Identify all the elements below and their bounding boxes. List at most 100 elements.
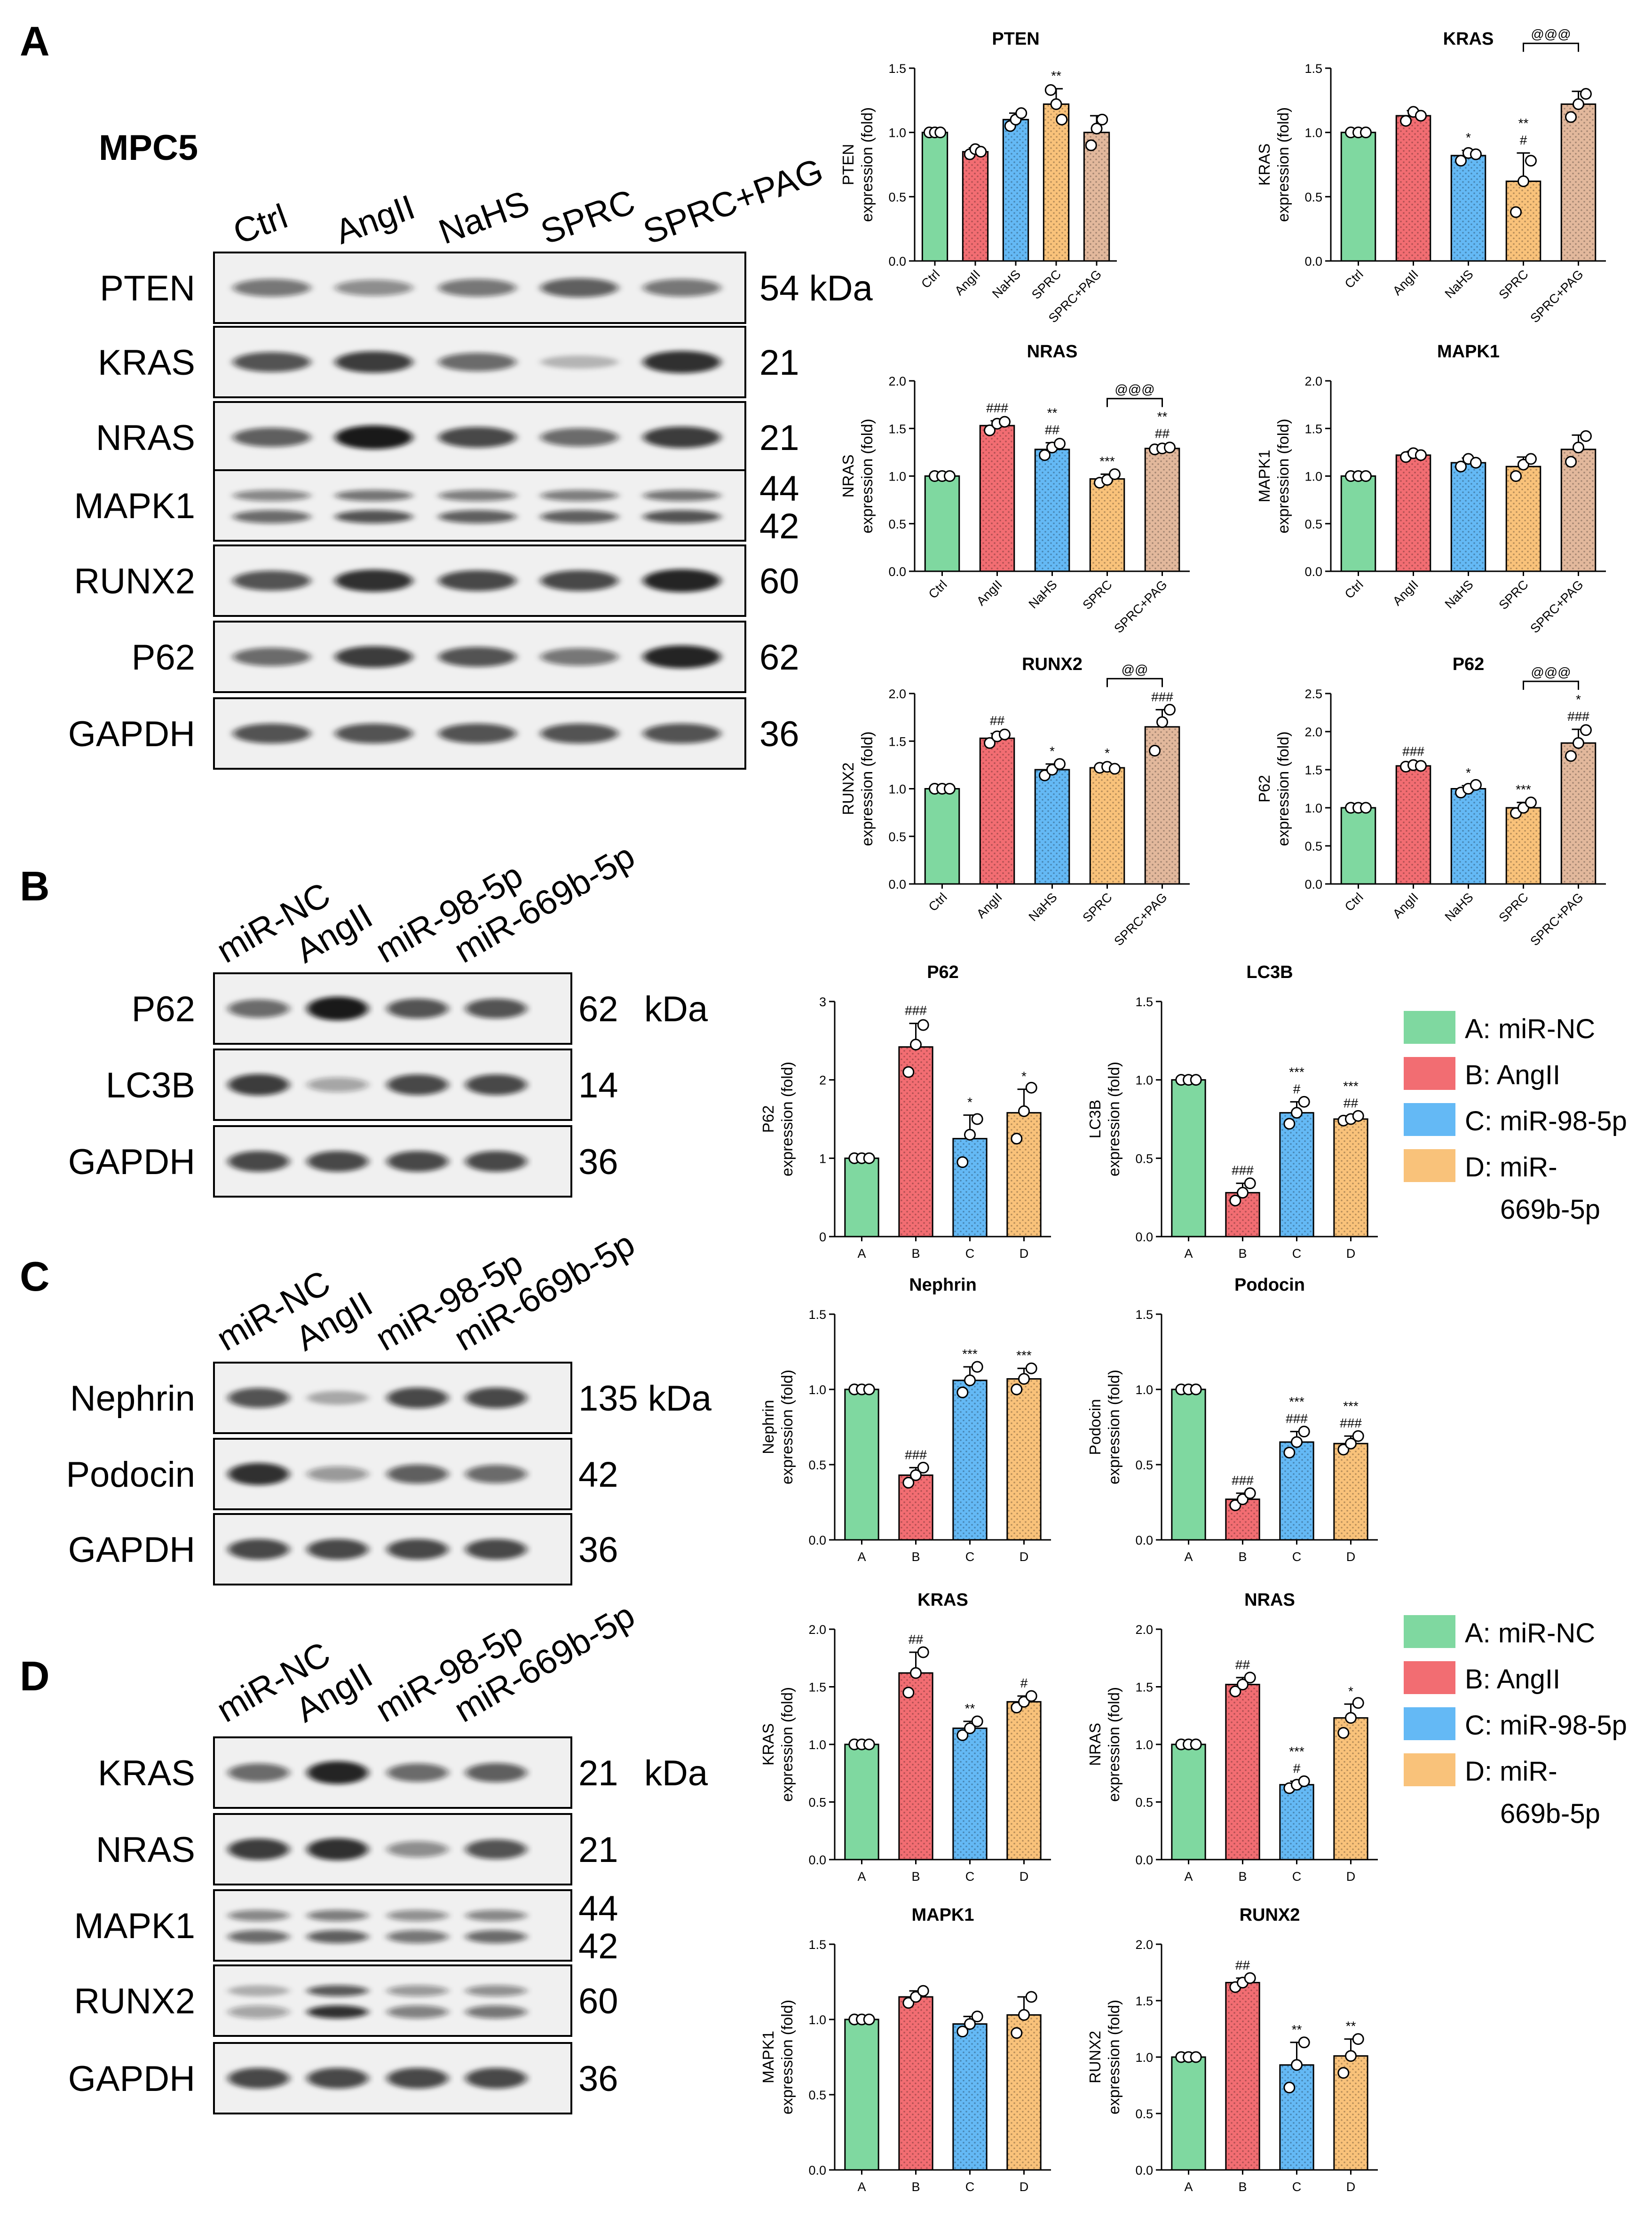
x-tick-label: AngII <box>952 267 983 298</box>
band <box>233 279 311 297</box>
data-point <box>1229 1685 1241 1697</box>
x-tick-label: SPRC+PAG <box>1527 267 1586 325</box>
significance-label: ### <box>1402 744 1424 759</box>
lane-label: NaHS <box>434 183 534 252</box>
significance-label: ** <box>965 1701 975 1716</box>
data-point <box>1283 1446 1296 1459</box>
band <box>643 510 721 523</box>
band <box>466 1539 527 1560</box>
data-point <box>1291 1107 1303 1119</box>
x-tick-label: D <box>1020 1869 1029 1884</box>
band <box>307 1838 368 1861</box>
y-tick-label: 1.5 <box>888 62 906 76</box>
data-point <box>1345 1712 1357 1724</box>
band <box>228 1074 289 1096</box>
x-tick-label: D <box>1020 2180 1029 2194</box>
bar-texture <box>1561 104 1596 261</box>
data-point <box>902 1476 915 1489</box>
x-tick-label: C <box>965 2180 975 2194</box>
band <box>307 1985 368 1996</box>
significance-label: * <box>967 1095 972 1110</box>
blot-membrane <box>213 1889 572 1962</box>
legend-label-b: B: AngII <box>1465 1060 1560 1090</box>
legend-swatch-b <box>1404 1661 1455 1694</box>
kda-label: 60 <box>578 1981 618 2021</box>
lane-label: Ctrl <box>228 197 292 252</box>
bracket-label: @@@ <box>1531 665 1571 679</box>
bar-texture <box>1225 1684 1260 1860</box>
significance-label: ## <box>909 1632 924 1647</box>
bar-texture <box>1007 2015 1041 2170</box>
y-tick-label: 2.0 <box>1135 1623 1153 1637</box>
band <box>466 1910 527 1921</box>
data-point <box>1244 1672 1256 1684</box>
band <box>335 351 413 373</box>
y-axis-label: expression (fold) <box>778 2000 796 2114</box>
data-point <box>1400 115 1412 127</box>
data-point <box>1237 1187 1249 1199</box>
y-tick-label: 1.5 <box>808 1308 826 1322</box>
y-tick-label: 0.0 <box>1304 565 1322 579</box>
bar-texture <box>1035 449 1069 571</box>
band <box>438 427 516 448</box>
data-point <box>1345 1437 1357 1450</box>
band <box>466 2068 527 2089</box>
y-tick-label: 1.5 <box>1135 1994 1153 2008</box>
bar <box>844 2019 879 2171</box>
significance-label: ### <box>905 1003 927 1018</box>
data-point <box>917 1019 929 1031</box>
protein-label: LC3B <box>106 1065 195 1105</box>
kda-label: 135 kDa <box>578 1379 712 1419</box>
band <box>643 569 721 592</box>
x-tick-label: AngII <box>1390 267 1421 298</box>
band <box>540 510 618 523</box>
data-point <box>1415 449 1427 461</box>
significance-label: ** <box>1051 69 1061 83</box>
kda-label: 44 <box>578 1889 618 1929</box>
y-axis-label: expression (fold) <box>858 107 876 222</box>
significance-label: *** <box>1099 454 1115 468</box>
data-point <box>1337 2067 1350 2079</box>
legend-label-d-cont: 669b-5p <box>1500 1798 1600 1829</box>
protein-label: KRAS <box>98 343 195 383</box>
data-point <box>910 1991 922 2003</box>
y-tick-label: 0.5 <box>888 830 906 844</box>
data-point <box>1352 2033 1364 2045</box>
y-tick-label: 1.5 <box>1304 422 1322 436</box>
y-tick-label: 1.0 <box>1304 470 1322 484</box>
band <box>466 1465 527 1483</box>
legend-label-a: A: miR-NC <box>1465 1618 1595 1648</box>
band <box>387 1930 448 1943</box>
kda-label: 36 <box>759 714 799 754</box>
x-tick-label: A <box>1184 1246 1193 1261</box>
bar-texture <box>899 1047 933 1237</box>
y-tick-label: 1.5 <box>1135 995 1153 1009</box>
y-tick-label: 0.5 <box>1304 839 1322 853</box>
legend-label-d: D: miR- <box>1465 1152 1557 1183</box>
kda-label: 42 <box>759 506 799 546</box>
band <box>466 1985 527 1996</box>
legend-label-b: B: AngII <box>1465 1664 1560 1695</box>
bracket-label: @@ <box>1122 662 1148 677</box>
protein-label: GAPDH <box>68 2059 195 2099</box>
y-axis-label: expression (fold) <box>778 1687 796 1802</box>
x-tick-label: SPRC <box>1080 577 1115 612</box>
x-tick-label: B <box>911 2180 920 2194</box>
data-point <box>1470 779 1482 791</box>
y-tick-label: 1.5 <box>808 1938 826 1952</box>
significance-label: ### <box>986 401 1008 415</box>
x-tick-label: AngII <box>974 577 1005 608</box>
data-point <box>1039 449 1051 461</box>
x-tick-label: NaHS <box>1442 890 1476 924</box>
y-tick-label: 1.5 <box>1135 1308 1153 1322</box>
data-point <box>1525 453 1537 465</box>
band <box>233 427 311 447</box>
x-tick-label: D <box>1346 1550 1356 1564</box>
data-point <box>863 1738 875 1751</box>
data-point <box>1091 122 1103 134</box>
bar-texture <box>1334 1718 1368 1860</box>
x-tick-label: C <box>1292 1869 1302 1884</box>
data-point <box>1050 98 1062 110</box>
panel-letter-b: B <box>20 863 50 909</box>
data-point <box>971 2011 983 2023</box>
